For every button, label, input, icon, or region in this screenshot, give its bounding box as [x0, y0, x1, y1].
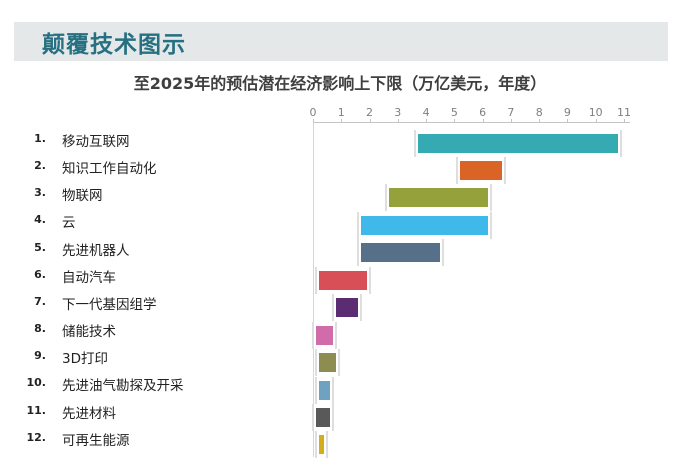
category-number: 10.: [26, 376, 47, 390]
x-tick-label: 2: [366, 106, 373, 119]
category-number: 4.: [34, 213, 46, 227]
x-tick-label: 6: [479, 106, 487, 119]
range-bar-5: [357, 239, 445, 267]
x-tick-mark: [510, 119, 512, 122]
category-label: 物联网: [62, 188, 103, 205]
category-number: 6.: [34, 267, 46, 281]
x-tick-mark: [341, 119, 343, 122]
category-number: 1.: [34, 132, 46, 145]
category-label: 储能技术: [62, 324, 116, 340]
x-tick-mark: [567, 119, 569, 122]
category-label: 知识工作自动化: [62, 161, 157, 178]
category-label: 云: [62, 215, 76, 232]
range-bar-4: [357, 211, 493, 239]
category-label: 先进材料: [62, 405, 116, 422]
range-bar-2: [455, 157, 507, 184]
range-bar-1: [413, 129, 622, 157]
category-number: 2.: [34, 159, 46, 173]
x-tick-label: 8: [535, 106, 543, 119]
x-tick-label: 9: [563, 106, 571, 119]
category-label: 自动汽车: [62, 269, 116, 286]
category-label: 移动互联网: [62, 134, 130, 150]
category-number: 11.: [26, 403, 47, 417]
range-bar-8: [311, 321, 337, 349]
x-tick-label: 7: [507, 106, 515, 119]
x-tick-label: 0: [309, 106, 317, 119]
category-number: 3.: [34, 186, 46, 200]
x-tick-label: 4: [422, 106, 430, 119]
x-tick-mark: [454, 119, 456, 122]
category-number: 5.: [34, 240, 46, 254]
range-bar-9: [314, 349, 340, 377]
x-axis-line: [313, 122, 630, 123]
category-label: 下一代基因组学: [62, 296, 157, 313]
range-bar-6: [314, 266, 371, 294]
range-bar-11: [311, 404, 335, 431]
chart-area: 1. 移动互联网 2. 知识工作自动化 3. 物联网 4. 云 5. 先进机器人 6. 自动汽车 7. 下…: [0, 100, 680, 471]
category-number: 9.: [34, 349, 46, 363]
x-tick-label: 5: [450, 106, 458, 119]
x-tick-mark: [539, 119, 541, 122]
category-label: 先进机器人: [62, 242, 130, 259]
x-tick-label: 3: [394, 106, 402, 119]
page-title: 颠覆技术图示: [42, 31, 186, 58]
x-tick-mark: [595, 119, 597, 122]
x-tick-mark: [397, 119, 399, 122]
chart-subtitle: 至2025年的预估潜在经济影响上下限（万亿美元，年度）: [133, 74, 547, 93]
x-tick-mark: [426, 119, 428, 122]
range-bar-12: [314, 431, 328, 459]
range-bar-7: [331, 294, 362, 322]
range-bar-3: [385, 184, 493, 212]
category-label: 可再生能源: [62, 432, 130, 449]
category-number: 7.: [34, 294, 46, 308]
category-number: 12.: [26, 430, 47, 444]
y-axis-line: [313, 122, 314, 457]
title-banner: 颠覆技术图示: [14, 22, 668, 61]
x-tick-mark: [482, 119, 484, 122]
category-label: 3D打印: [62, 351, 108, 368]
category-label: 先进油气勘探及开采: [62, 378, 184, 395]
x-tick-label: 1: [337, 106, 345, 119]
x-tick-mark: [624, 119, 625, 122]
x-tick-mark: [369, 119, 371, 122]
x-tick-label: 11: [617, 106, 631, 119]
range-bar-10: [314, 376, 335, 404]
x-tick-label: 10: [588, 106, 603, 119]
x-tick-mark: [313, 119, 314, 122]
category-number: 8.: [34, 322, 46, 335]
